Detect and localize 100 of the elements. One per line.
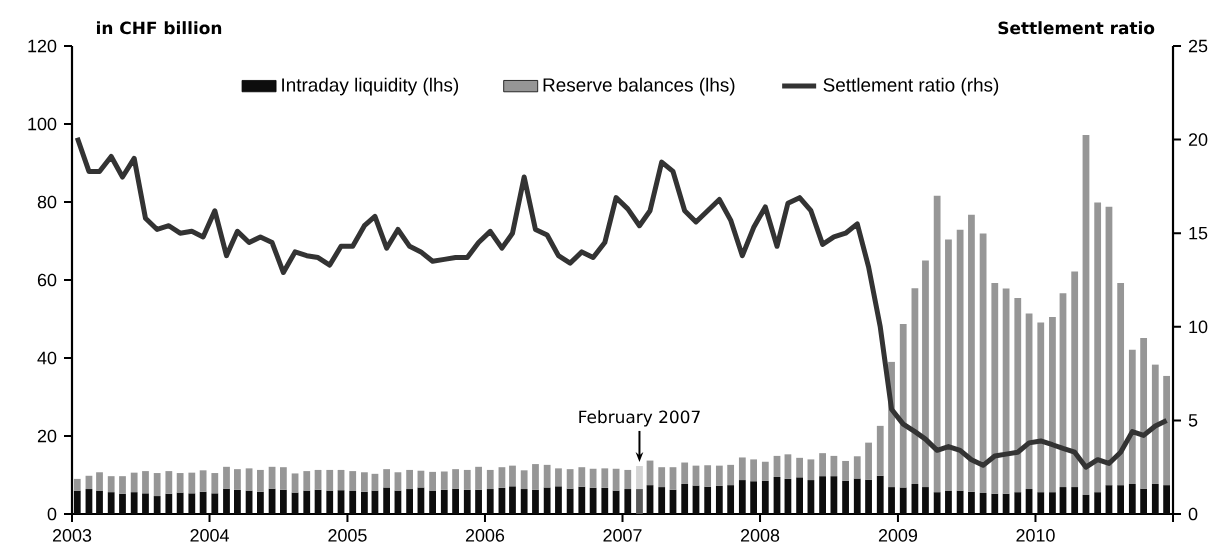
- bar: [1071, 487, 1079, 514]
- bar: [107, 476, 115, 493]
- bar: [658, 487, 666, 514]
- bar: [727, 485, 735, 514]
- bar: [211, 473, 219, 494]
- bar: [199, 470, 207, 492]
- bar: [933, 195, 941, 493]
- y2-tick-label: 10: [1189, 320, 1208, 334]
- bar: [681, 462, 689, 484]
- bar: [520, 489, 528, 514]
- bar: [991, 283, 999, 494]
- bar: [440, 471, 448, 490]
- bar: [429, 490, 436, 514]
- bar: [1094, 492, 1102, 514]
- bar: [865, 479, 872, 514]
- bar: [119, 493, 126, 514]
- bar: [899, 487, 907, 514]
- bar: [1151, 364, 1159, 484]
- bar: [303, 490, 311, 514]
- bar: [853, 456, 861, 479]
- bar: [842, 480, 849, 514]
- bar: [440, 489, 448, 514]
- bar: [475, 466, 482, 490]
- bar: [349, 490, 357, 514]
- bar: [796, 477, 803, 514]
- bar: [784, 454, 792, 479]
- bar: [349, 471, 357, 491]
- bar: [326, 490, 334, 514]
- legend-label: Settlement ratio (rhs): [823, 77, 999, 96]
- bar: [819, 476, 826, 514]
- x-tick-label: 2010: [1016, 529, 1055, 542]
- bar: [922, 260, 929, 488]
- bar: [1071, 271, 1079, 488]
- y-tick-label: 100: [28, 117, 57, 131]
- bar: [326, 469, 334, 491]
- bar: [1140, 338, 1148, 489]
- bar: [624, 469, 632, 490]
- bar: [223, 466, 230, 489]
- bar: [153, 496, 161, 514]
- y-tick-label: 20: [37, 429, 57, 443]
- bar: [715, 485, 723, 514]
- bar: [968, 491, 975, 514]
- bar: [601, 487, 609, 514]
- x-tick-label: 2009: [878, 529, 918, 542]
- bar: [520, 470, 528, 490]
- bar: [509, 465, 516, 487]
- x-tick-label: 2006: [465, 529, 505, 542]
- bar: [658, 467, 666, 488]
- bar: [199, 491, 207, 514]
- bar: [761, 480, 769, 514]
- bar: [107, 492, 115, 514]
- bar: [945, 239, 952, 491]
- bar: [119, 476, 126, 494]
- bar: [738, 480, 746, 514]
- bar: [142, 493, 149, 514]
- bar: [876, 425, 884, 476]
- y-tick-label: 60: [37, 273, 57, 287]
- bar: [681, 483, 689, 514]
- bar: [589, 487, 597, 514]
- bar: [601, 468, 609, 488]
- bar: [1128, 349, 1136, 484]
- bar: [865, 442, 872, 480]
- x-tick-label: 2008: [741, 529, 780, 542]
- x-tick-label: 2005: [328, 529, 367, 542]
- bar: [727, 464, 735, 486]
- bar: [578, 486, 586, 514]
- bar: [1163, 485, 1170, 514]
- bar: [796, 457, 803, 478]
- y-axis-title: in CHF billion: [96, 21, 222, 35]
- bar: [96, 490, 103, 514]
- bar: [153, 473, 161, 497]
- bar: [1014, 492, 1022, 514]
- bar: [555, 486, 562, 514]
- bar: [1151, 483, 1159, 514]
- bar: [750, 459, 758, 482]
- bar: [566, 488, 574, 514]
- bar: [933, 492, 941, 514]
- legend-label: Intraday liquidity (lhs): [282, 77, 459, 96]
- bar: [991, 493, 999, 514]
- x-tick-label: 2003: [52, 529, 92, 542]
- bar: [704, 486, 712, 514]
- bar: [452, 469, 459, 489]
- y2-tick-label: 20: [1188, 133, 1208, 146]
- y-tick-label: 0: [47, 507, 57, 521]
- bar: [188, 472, 196, 494]
- bar: [956, 490, 964, 514]
- bar: [543, 487, 551, 514]
- bar: [188, 493, 196, 514]
- bar: [130, 492, 138, 514]
- bar: [291, 473, 299, 493]
- bar: [463, 469, 471, 490]
- x-tick-label: 2004: [190, 529, 229, 542]
- bar: [578, 467, 586, 487]
- bar: [486, 469, 494, 490]
- bar: [842, 460, 849, 481]
- y2-tick-label: 5: [1188, 414, 1198, 427]
- bar: [669, 467, 677, 490]
- bar: [922, 487, 929, 514]
- bar: [165, 493, 173, 514]
- bar: [899, 324, 907, 488]
